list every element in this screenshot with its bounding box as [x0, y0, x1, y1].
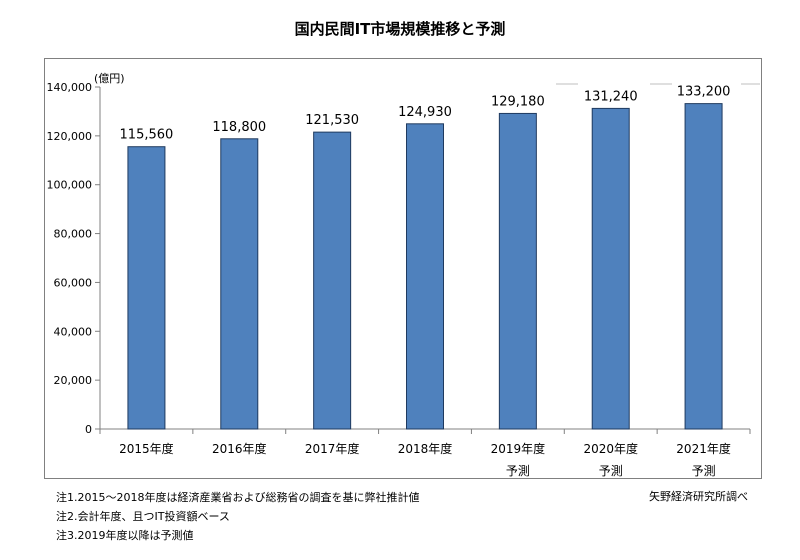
y-tick-label: 100,000 — [47, 179, 93, 192]
bar — [313, 131, 352, 430]
y-tick-label: 20,000 — [54, 374, 93, 387]
bar-value-label: 124,930 — [398, 105, 452, 120]
y-axis-unit-label: (億円) — [94, 72, 125, 85]
x-category-label: 予測 — [599, 464, 623, 478]
footnote-1: 注1.2015～2018年度は経済産業省および総務省の調査を基に弊社推計値 — [56, 491, 420, 504]
bar-value-label: 131,240 — [584, 89, 638, 104]
x-category-label: 2015年度 — [119, 441, 174, 456]
bar-value-label: 121,530 — [305, 113, 359, 128]
footnote-2: 注2.会計年度、且つIT投資額ベース — [56, 510, 230, 523]
x-category-label: 2021年度 — [676, 441, 731, 456]
bar-value-label: 129,180 — [491, 94, 545, 109]
bar-value-label: 133,200 — [677, 85, 731, 100]
bar — [220, 138, 259, 430]
bar — [127, 146, 166, 430]
bar-value-label: 118,800 — [212, 120, 266, 135]
y-tick-label: 80,000 — [54, 228, 93, 241]
chart-frame — [44, 58, 762, 479]
bar — [498, 112, 537, 430]
bar — [406, 123, 444, 430]
x-category-label: 2020年度 — [583, 441, 638, 456]
bar — [684, 103, 723, 430]
y-tick-label: 60,000 — [54, 276, 93, 289]
x-category-label: 予測 — [692, 464, 716, 478]
x-category-label: 2017年度 — [305, 441, 360, 456]
x-category-label: 2019年度 — [491, 441, 546, 456]
y-tick-label: 140,000 — [47, 81, 93, 94]
x-category-label: 2018年度 — [398, 441, 453, 456]
x-category-label: 予測 — [506, 464, 530, 478]
chart-title: 国内民間IT市場規模推移と予測 — [294, 20, 506, 38]
y-tick-label: 120,000 — [47, 130, 93, 143]
footnotes: 注1.2015～2018年度は経済産業省および総務省の調査を基に弊社推計値 注2… — [56, 488, 419, 545]
bar-value-label: 115,560 — [120, 128, 174, 143]
footnote-3: 注3.2019年度以降は予測値 — [56, 529, 194, 542]
x-category-label: 2016年度 — [212, 441, 267, 456]
source-credit: 矢野経済研究所調べ — [649, 490, 748, 503]
y-tick-label: 0 — [85, 423, 92, 436]
bar — [591, 107, 630, 430]
y-tick-label: 40,000 — [54, 325, 93, 338]
